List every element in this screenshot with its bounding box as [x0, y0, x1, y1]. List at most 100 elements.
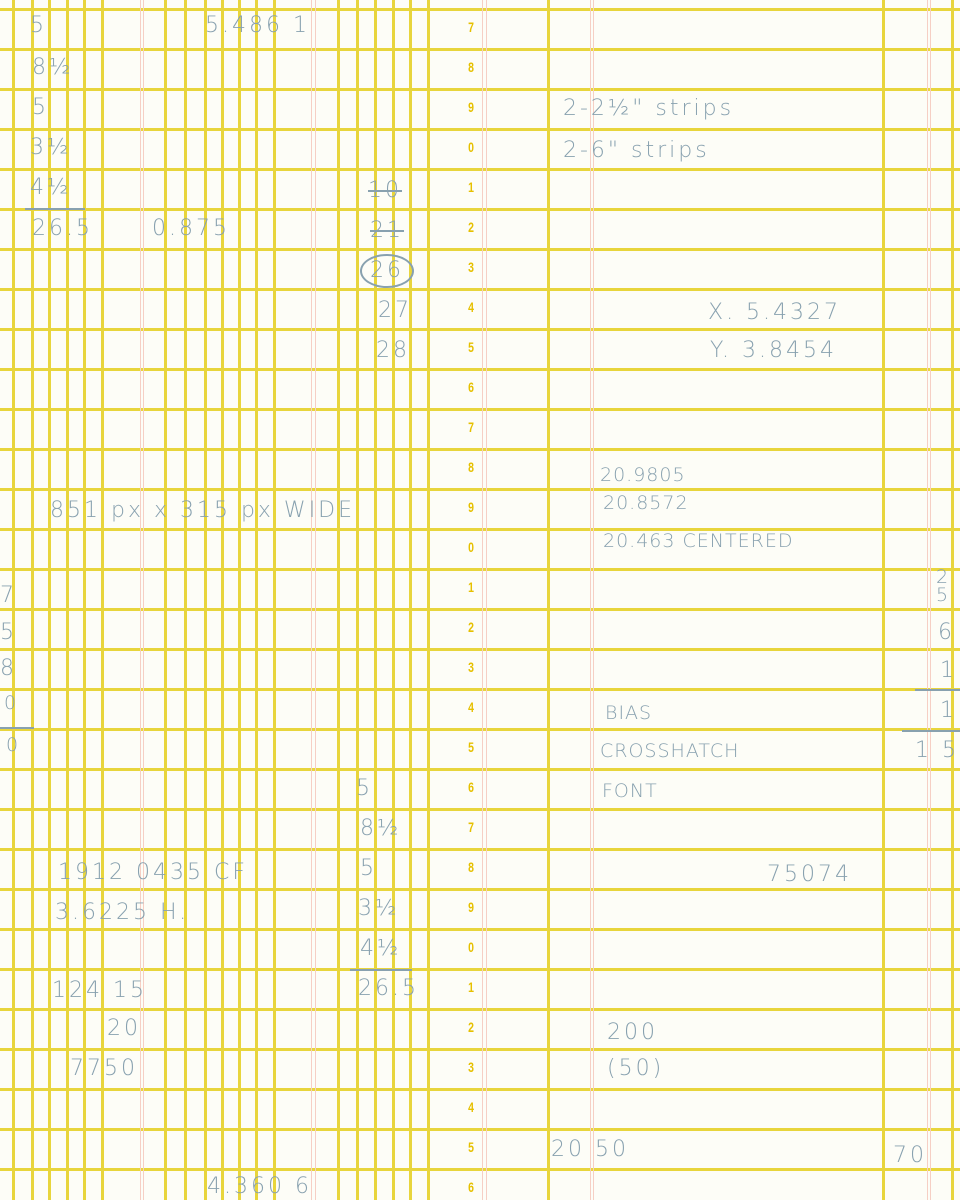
- note: 20 50: [551, 1137, 629, 1162]
- grid-column-line: [356, 0, 359, 1200]
- note: 27: [378, 298, 412, 323]
- grid-row-line: [0, 488, 960, 491]
- row-number: 9: [468, 899, 474, 915]
- row-number: 4: [468, 1099, 474, 1115]
- note: 5: [0, 620, 17, 645]
- note: CROSSHATCH: [600, 740, 740, 762]
- row-number: 2: [468, 619, 474, 635]
- row-number: 8: [468, 59, 474, 75]
- grid-column-line: [66, 0, 69, 1200]
- note: 1912 0435 CF: [58, 860, 248, 885]
- circled-note: 26: [360, 254, 414, 288]
- grid-column-line: [337, 0, 340, 1200]
- grid-column-line: [409, 0, 412, 1200]
- row-number: 3: [468, 659, 474, 675]
- grid-row-line: [0, 728, 960, 731]
- row-number: 9: [468, 499, 474, 515]
- note: 8½: [360, 816, 402, 841]
- note: 0.875: [152, 216, 230, 241]
- grid-row-line: [0, 568, 960, 571]
- row-number: 2: [468, 219, 474, 235]
- row-number: 8: [468, 859, 474, 875]
- grid-row-line: [0, 168, 960, 171]
- note: 5.486 1: [205, 13, 310, 38]
- grid-row-line: [0, 1128, 960, 1131]
- grid-row-line: [0, 888, 960, 891]
- note: Y. 3.8454: [710, 338, 837, 363]
- grid-column-line: [31, 0, 34, 1200]
- row-number: 7: [468, 819, 474, 835]
- row-number: 2: [468, 1019, 474, 1035]
- note: 5: [356, 776, 373, 801]
- note: 3½: [358, 896, 400, 921]
- note: 26.5: [32, 216, 93, 241]
- note: 3½: [30, 135, 72, 160]
- sum-rule: [902, 730, 960, 732]
- margin-line: [593, 0, 594, 1200]
- grid-column-line: [273, 0, 276, 1200]
- grid-row-line: [0, 808, 960, 811]
- note: 7750: [70, 1056, 138, 1081]
- row-number: 5: [468, 339, 474, 355]
- note: 5: [32, 95, 49, 120]
- grid-column-line: [164, 0, 167, 1200]
- grid-row-line: [0, 288, 960, 291]
- note: 20.8572: [603, 492, 689, 514]
- note: 4½: [360, 936, 402, 961]
- note: (50): [607, 1056, 665, 1081]
- note: 0: [4, 692, 18, 714]
- note: 200: [607, 1020, 658, 1045]
- margin-line: [311, 0, 312, 1200]
- margin-line: [140, 0, 141, 1200]
- grid-column-line: [83, 0, 86, 1200]
- grid-row-line: [0, 248, 960, 251]
- grid-row-line: [0, 848, 960, 851]
- grid-row-line: [0, 1008, 960, 1011]
- sum-rule: [0, 727, 34, 729]
- row-number: 5: [468, 739, 474, 755]
- note: 5: [936, 584, 950, 606]
- note: 1 5: [915, 738, 959, 763]
- note: 4½: [30, 175, 72, 200]
- grid-column-line: [255, 0, 258, 1200]
- grid-row-line: [0, 688, 960, 691]
- note: 2: [936, 566, 950, 588]
- note: 6: [938, 620, 955, 645]
- grid-column-line: [48, 0, 51, 1200]
- note: 20.9805: [600, 464, 686, 486]
- note: 8: [0, 656, 17, 681]
- row-number: 3: [468, 1059, 474, 1075]
- grid-row-line: [0, 768, 960, 771]
- grid-row-line: [0, 408, 960, 411]
- grid-row-line: [0, 528, 960, 531]
- grid-row-line: [0, 48, 960, 51]
- grid-column-line: [547, 0, 550, 1200]
- grid-row-line: [0, 208, 960, 211]
- row-number: 8: [468, 459, 474, 475]
- grid-row-line: [0, 1168, 960, 1171]
- row-number: 4: [468, 699, 474, 715]
- grid-column-line: [221, 0, 224, 1200]
- struck-note: 21: [370, 218, 404, 243]
- row-number: 6: [468, 1179, 474, 1195]
- note: 20: [107, 1016, 141, 1041]
- grid-row-line: [0, 328, 960, 331]
- note: 124 15: [52, 978, 147, 1003]
- note: 4.360 6: [207, 1174, 312, 1199]
- note: 70: [893, 1143, 927, 1168]
- sum-rule: [25, 208, 85, 210]
- grid-row-line: [0, 928, 960, 931]
- note: 7: [0, 583, 17, 608]
- grid-row-line: [0, 968, 960, 971]
- row-number: 7: [468, 419, 474, 435]
- margin-line: [590, 0, 591, 1200]
- note: 0: [6, 734, 20, 756]
- grid-column-line: [951, 0, 954, 1200]
- row-number: 7: [468, 19, 474, 35]
- grid-column-line: [204, 0, 207, 1200]
- note: 851 px x 315 px WIDE: [50, 498, 356, 523]
- margin-line: [482, 0, 483, 1200]
- row-number: 1: [468, 579, 474, 595]
- note: 3.6225 H.: [55, 900, 190, 925]
- margin-line: [315, 0, 316, 1200]
